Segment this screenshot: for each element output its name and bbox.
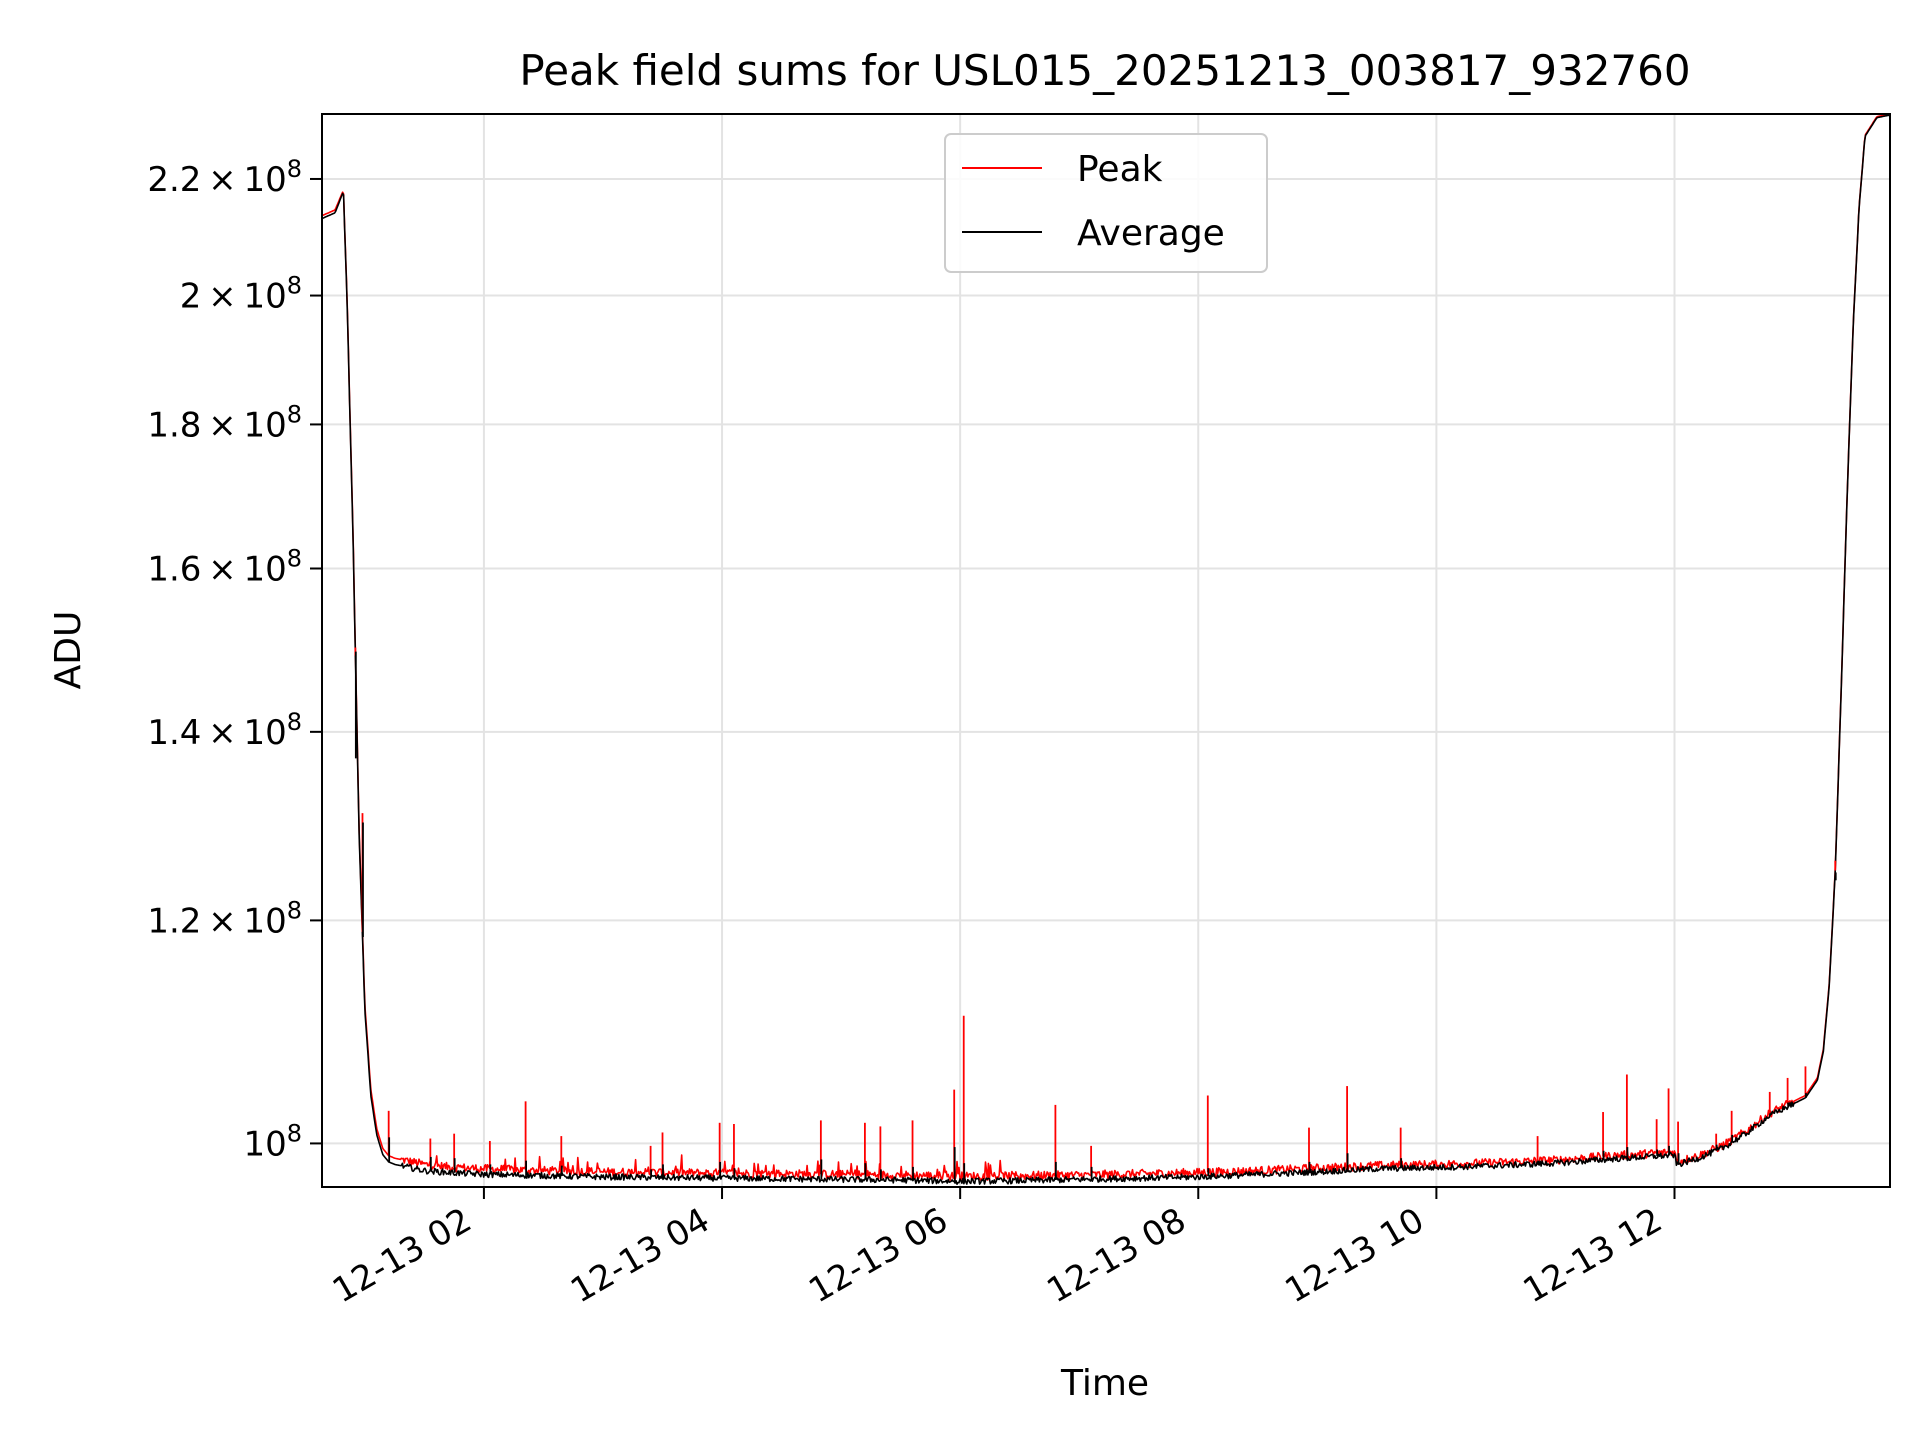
legend-label-average: Average (1077, 213, 1225, 254)
series-line-average (322, 114, 1890, 1185)
grid (322, 114, 1890, 1187)
legend: Peak Average (944, 133, 1268, 273)
y-axis-label: ADU (48, 611, 89, 690)
y-axis: 108 1.2 × 108 1.4 × 108 1.6 × 108 1.8 × 108 2… (147, 155, 322, 1164)
y-tick-label: 1.2 × 108 (147, 896, 302, 941)
x-axis-label: Time (1060, 1363, 1149, 1404)
y-tick-label: 1.4 × 108 (147, 708, 302, 753)
y-tick-label: 1.6 × 108 (147, 545, 302, 590)
y-tick-label: 2 × 108 (180, 272, 302, 317)
chart-title: Peak field sums for USL015_20251213_0038… (519, 46, 1690, 95)
series-line-peak (322, 114, 1890, 1182)
y-tick-label: 2.2 × 108 (147, 155, 302, 200)
series-group (322, 114, 1890, 1185)
y-tick-label: 1.8 × 108 (147, 400, 302, 445)
y-tick-label: 108 (243, 1119, 302, 1164)
plot-frame (321, 113, 1891, 1188)
legend-label-peak: Peak (1077, 149, 1163, 190)
